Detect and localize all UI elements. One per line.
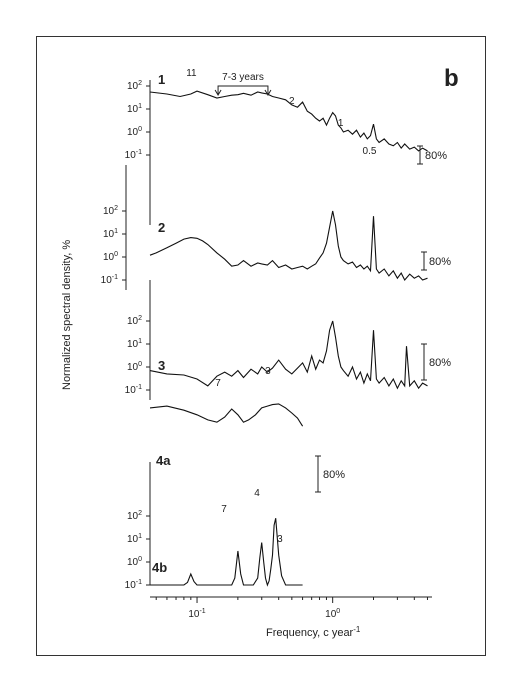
y-tick-exponent: 1 — [114, 228, 118, 235]
period-bracket-arrows — [214, 89, 272, 96]
x-tick-base: 10 — [325, 609, 337, 620]
y-tick-base: 10 — [125, 580, 137, 591]
y-tick-label: 101 — [127, 103, 142, 115]
y-tick-exponent: -1 — [112, 274, 118, 281]
y-tick-label: 100 — [127, 126, 142, 138]
y-tick-exponent: 2 — [114, 205, 118, 212]
y-tick-exponent: -1 — [136, 384, 142, 391]
peak-label: 3 — [277, 534, 283, 545]
y-tick-base: 10 — [103, 229, 115, 240]
series-label-3: 3 — [158, 358, 165, 373]
y-tick-exponent: 2 — [138, 510, 142, 517]
y-tick-exponent: 2 — [138, 80, 142, 87]
y-tick-base: 10 — [127, 557, 139, 568]
y-axis-label: Normalized spectral density, % — [61, 240, 73, 390]
panel-letter: b — [444, 65, 459, 92]
y-tick-base: 10 — [127, 339, 139, 350]
y-tick-exponent: 1 — [138, 103, 142, 110]
y-tick-base: 10 — [103, 206, 115, 217]
x-axis-label-main: Frequency, c year — [266, 627, 354, 639]
y-tick-base: 10 — [101, 275, 113, 286]
y-tick-label: 102 — [127, 315, 142, 327]
y-tick-label: 100 — [127, 556, 142, 568]
y-tick-base: 10 — [125, 150, 137, 161]
series-line-4a — [149, 403, 304, 427]
confidence-bar — [421, 251, 427, 271]
confidence-label: 80% — [429, 256, 451, 268]
y-tick-exponent: 0 — [138, 126, 142, 133]
peak-label: 0.5 — [363, 146, 377, 157]
y-tick-base: 10 — [103, 252, 115, 263]
series-line-2 — [149, 210, 428, 281]
series-label-2: 2 — [158, 220, 165, 235]
x-tick-base: 10 — [188, 609, 200, 620]
y-tick-base: 10 — [127, 104, 139, 115]
y-tick-exponent: 0 — [114, 251, 118, 258]
y-tick-exponent: -1 — [136, 149, 142, 156]
y-tick-exponent: 0 — [138, 361, 142, 368]
y-tick-base: 10 — [125, 385, 137, 396]
series-label-1: 1 — [158, 72, 165, 87]
y-tick-label: 101 — [127, 533, 142, 545]
y-tick-base: 10 — [127, 534, 139, 545]
figure-frame — [36, 36, 486, 656]
period-bracket — [217, 85, 269, 94]
y-tick-exponent: 1 — [138, 338, 142, 345]
series-label-4a: 4a — [156, 453, 171, 468]
y-tick-exponent: -1 — [136, 579, 142, 586]
peak-label: 4 — [254, 488, 260, 499]
y-tick-label: 102 — [103, 205, 118, 217]
y-tick-base: 10 — [127, 316, 139, 327]
series-line-4b — [150, 518, 303, 587]
x-tick-label: 10-1 — [188, 608, 205, 620]
peak-label: 3 — [265, 366, 271, 377]
peak-label: 11 — [186, 68, 197, 79]
peak-label: 7 — [215, 378, 221, 389]
x-tick-label: 100 — [325, 608, 340, 620]
y-tick-base: 10 — [127, 81, 139, 92]
y-tick-label: 100 — [103, 251, 118, 263]
y-tick-base: 10 — [127, 511, 139, 522]
y-tick-label: 100 — [127, 361, 142, 373]
y-tick-label: 10-1 — [125, 384, 142, 396]
series-line-3 — [149, 320, 428, 390]
confidence-bar — [315, 455, 321, 493]
y-tick-label: 10-1 — [125, 149, 142, 161]
y-tick-exponent: 1 — [138, 533, 142, 540]
y-tick-label: 101 — [103, 228, 118, 240]
y-tick-label: 102 — [127, 510, 142, 522]
x-tick-exponent: 0 — [336, 608, 340, 615]
y-tick-base: 10 — [127, 127, 139, 138]
x-axis-label-exponent: -1 — [353, 625, 361, 634]
y-tick-exponent: 0 — [138, 556, 142, 563]
x-axis-label: Frequency, c year-1 — [266, 625, 361, 639]
y-tick-label: 102 — [127, 80, 142, 92]
peak-label: 7 — [221, 504, 227, 515]
confidence-bar — [417, 145, 423, 165]
peak-label: 2 — [289, 96, 295, 107]
confidence-label: 80% — [429, 357, 451, 369]
confidence-bar — [421, 343, 427, 381]
confidence-label: 80% — [323, 469, 345, 481]
x-tick-exponent: -1 — [199, 608, 205, 615]
y-tick-label: 10-1 — [125, 579, 142, 591]
series-label-4b: 4b — [152, 560, 167, 575]
period-bracket-label: 7-3 years — [222, 72, 264, 83]
y-tick-base: 10 — [127, 362, 139, 373]
y-tick-exponent: 2 — [138, 315, 142, 322]
peak-label: 1 — [338, 118, 344, 129]
series-line-1 — [149, 90, 428, 152]
confidence-label: 80% — [425, 150, 447, 162]
y-tick-label: 101 — [127, 338, 142, 350]
y-tick-label: 10-1 — [101, 274, 118, 286]
